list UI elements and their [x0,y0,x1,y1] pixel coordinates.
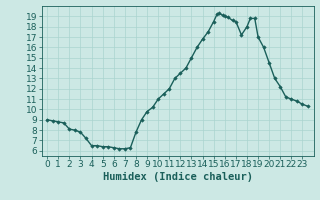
X-axis label: Humidex (Indice chaleur): Humidex (Indice chaleur) [103,172,252,182]
